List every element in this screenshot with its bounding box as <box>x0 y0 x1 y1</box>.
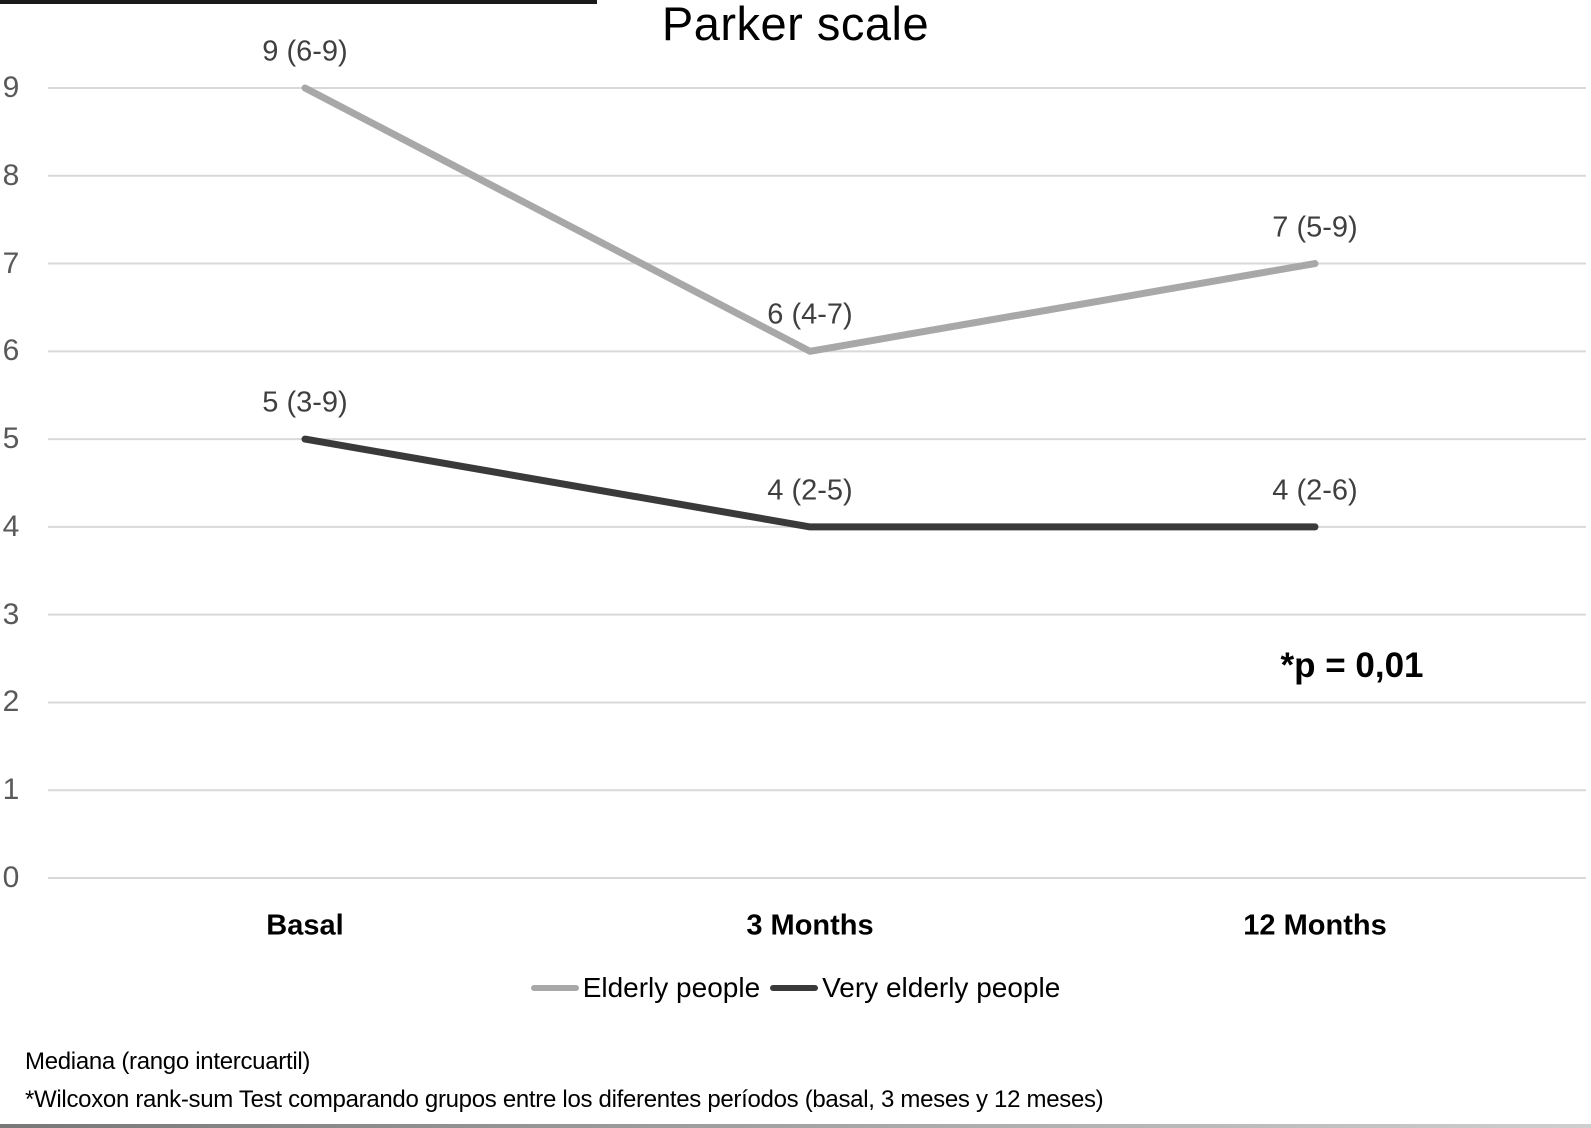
legend-item: Elderly people <box>530 972 761 1004</box>
legend-item: Very elderly people <box>770 972 1060 1004</box>
data-label: 4 (2-6) <box>1272 474 1358 507</box>
y-tick-label: 0 <box>2 861 20 894</box>
data-label: 4 (2-5) <box>767 474 853 507</box>
x-axis-label: 12 Months <box>1243 909 1387 942</box>
series-line-1 <box>301 435 1319 531</box>
series-line-0 <box>301 84 1319 355</box>
y-tick-label: 6 <box>2 334 20 368</box>
bottom-border-artifact <box>0 1124 1591 1128</box>
top-border-artifact <box>0 0 597 4</box>
footnote: Mediana (rango intercuartil) <box>25 1048 311 1075</box>
y-tick-label: 1 <box>2 773 20 807</box>
data-label: 7 (5-9) <box>1272 211 1358 244</box>
legend-line-swatch-icon <box>770 985 819 991</box>
legend-label: Elderly people <box>582 972 761 1003</box>
data-label: 9 (6-9) <box>262 35 348 68</box>
y-tick-label: 9 <box>2 71 20 104</box>
p-value-annotation: *p = 0,01 <box>1280 646 1424 685</box>
y-tick-label: 2 <box>2 685 20 719</box>
series-lines <box>301 84 1319 531</box>
x-axis-label: 3 Months <box>746 909 874 942</box>
legend-line-swatch-icon <box>530 985 579 991</box>
y-tick-label: 3 <box>2 597 20 631</box>
y-tick-label: 7 <box>2 246 20 280</box>
x-axis-label: Basal <box>266 909 344 942</box>
data-label: 6 (4-7) <box>767 298 853 331</box>
legend-label: Very elderly people <box>822 972 1061 1003</box>
footnotes: Mediana (rango intercuartil) *Wilcoxon ra… <box>25 1043 1104 1119</box>
y-tick-label: 8 <box>2 158 20 192</box>
chart-title: Parker scale <box>661 0 930 50</box>
gridlines <box>48 87 1586 879</box>
y-tick-label: 5 <box>2 422 20 456</box>
footnote: *Wilcoxon rank-sum Test comparando grupo… <box>25 1086 1104 1113</box>
y-tick-label: 4 <box>2 509 20 543</box>
data-label: 5 (3-9) <box>262 386 348 419</box>
legend: Elderly people Very elderly people <box>0 972 1591 1004</box>
